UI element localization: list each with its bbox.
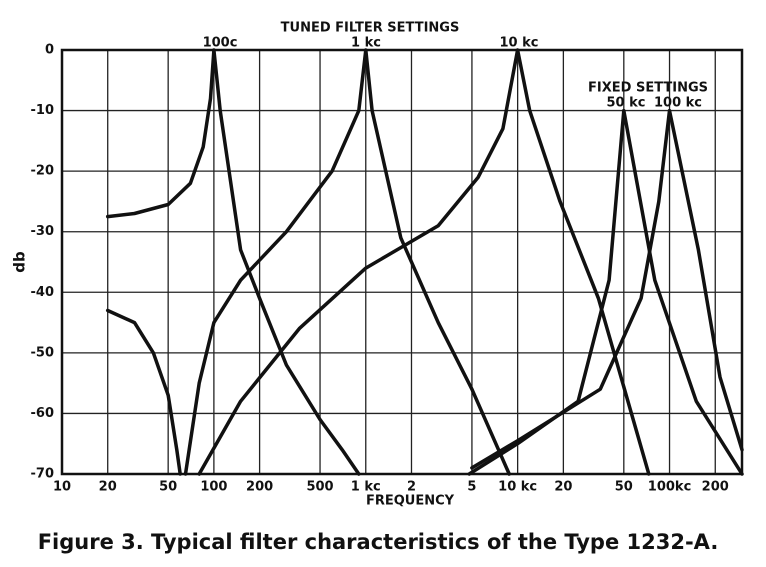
filter-curve [105,48,511,476]
annotation: 50 kc [607,96,646,111]
y-tick-label: 0 [45,43,54,58]
chart-title: TUNED FILTER SETTINGS [281,21,460,36]
filter-curve [197,48,651,476]
x-tick-label: 200 [702,480,729,495]
x-tick-label: 20 [99,480,117,495]
x-tick-label: 100 [200,480,227,495]
y-tick-label: -50 [31,345,55,360]
x-tick-label: 50 [615,480,633,495]
x-tick-label: 5 [467,480,476,495]
annotation: 1 kc [351,36,381,51]
caption: Figure 3. Typical filter characteristics… [38,530,719,554]
y-tick-label: -40 [31,285,55,300]
x-tick-label: 500 [306,480,333,495]
y-tick-label: -10 [31,103,55,118]
filter-curve [470,108,744,470]
annotation: 10 kc [500,36,539,51]
x-tick-label: 200 [246,480,273,495]
x-tick-label: 2 [407,480,416,495]
y-tick-label: -60 [31,406,55,421]
x-tick-label: 1 kc [351,480,381,495]
annotation: 100 kc [654,96,702,111]
x-axis-label: FREQUENCY [366,494,455,509]
x-tick-label: 20 [554,480,572,495]
x-tick-label: 10 kc [498,480,537,495]
annotation: 100c [203,36,238,51]
filter-curve [467,108,744,476]
y-tick-label: -30 [31,224,55,239]
x-tick-label: 10 [53,480,71,495]
filter-curve [105,48,361,476]
annotation: FIXED SETTINGS [588,81,708,96]
y-tick-label: -70 [31,467,55,482]
x-tick-label: 50 [159,480,177,495]
y-tick-label: -20 [31,164,55,179]
x-tick-label: 100kc [648,480,692,495]
y-axis-label: db [11,251,29,273]
plot-frame [60,48,744,476]
